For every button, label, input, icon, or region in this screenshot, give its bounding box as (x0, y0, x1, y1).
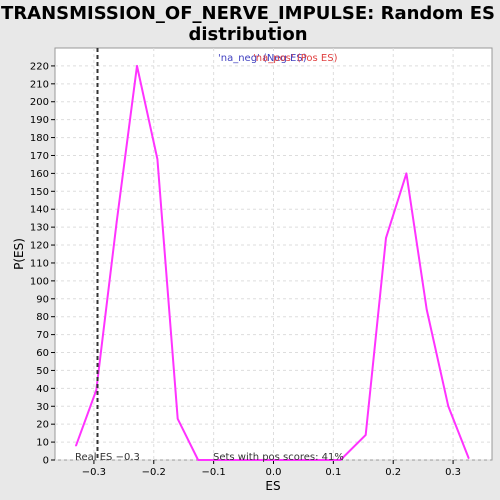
x-tick-label: −0.1 (201, 467, 225, 478)
y-tick-label: 150 (30, 187, 49, 198)
y-tick-label: 0 (43, 456, 49, 467)
data-point (278, 459, 281, 461)
y-tick-label: 200 (30, 97, 49, 108)
data-point (156, 158, 159, 160)
data-point (115, 220, 118, 223)
data-point (385, 237, 387, 239)
series-line (75, 64, 470, 461)
x-tick-label: 0.3 (445, 467, 461, 478)
x-tick-label: 0.0 (266, 467, 282, 478)
y-tick-label: 210 (30, 79, 49, 90)
y-tick-label: 60 (36, 348, 49, 359)
y-tick-label: 80 (36, 312, 49, 323)
y-tick-label: 110 (30, 258, 49, 269)
data-point (319, 459, 321, 461)
pos-scores-annotation: Sets with pos scores: 41% (213, 452, 344, 463)
data-point (258, 459, 260, 461)
axis-ticks: 0 10 20 30 40 50 60 70 80 90 100 110 120 130 140 150 160… (30, 61, 461, 478)
data-point (405, 172, 408, 175)
data-point (339, 459, 342, 461)
data-point (447, 405, 450, 408)
y-axis-label: P(ES) (12, 238, 26, 270)
data-point (425, 308, 428, 311)
data-point (217, 459, 220, 461)
data-point (176, 418, 179, 420)
y-tick-label: 70 (36, 330, 49, 341)
data-point (197, 459, 199, 461)
x-tick-label: −0.2 (142, 467, 166, 478)
chart-title-line-2: distribution (188, 24, 307, 45)
x-axis-label: ES (265, 479, 280, 493)
real-es-label: Real ES −0.3 (75, 452, 140, 463)
data-point (95, 389, 98, 391)
y-tick-label: 180 (30, 133, 49, 144)
data-point (237, 459, 240, 461)
y-tick-label: 100 (30, 276, 49, 287)
y-tick-label: 30 (36, 402, 49, 413)
y-tick-label: 140 (30, 205, 49, 216)
y-tick-label: 130 (30, 223, 49, 234)
y-tick-label: 170 (30, 151, 49, 162)
data-point (136, 65, 138, 67)
y-tick-label: 10 (36, 438, 49, 449)
x-tick-label: −0.3 (82, 467, 106, 478)
y-tick-label: 160 (30, 169, 49, 180)
y-tick-label: 120 (30, 241, 49, 252)
y-tick-label: 40 (36, 384, 49, 395)
y-tick-label: 90 (36, 294, 49, 305)
chart-title-line-1: TRANSMISSION_OF_NERVE_IMPULSE: Random ES (1, 3, 495, 24)
data-point (299, 459, 301, 461)
y-tick-label: 220 (30, 61, 49, 72)
data-point (467, 457, 470, 460)
data-point (364, 434, 367, 436)
series-layer (75, 64, 470, 461)
y-tick-label: 50 (36, 366, 49, 377)
data-point (75, 444, 77, 447)
y-tick-label: 20 (36, 420, 49, 431)
legend-neg-label: 'na_neg' (Neg ES) (218, 53, 307, 64)
y-tick-label: 190 (30, 115, 49, 126)
x-tick-label: 0.1 (325, 467, 341, 478)
grid (55, 48, 492, 461)
x-tick-label: 0.2 (385, 467, 401, 478)
legend-pos-label: 'na_pos' (Pos ES) (253, 53, 338, 64)
